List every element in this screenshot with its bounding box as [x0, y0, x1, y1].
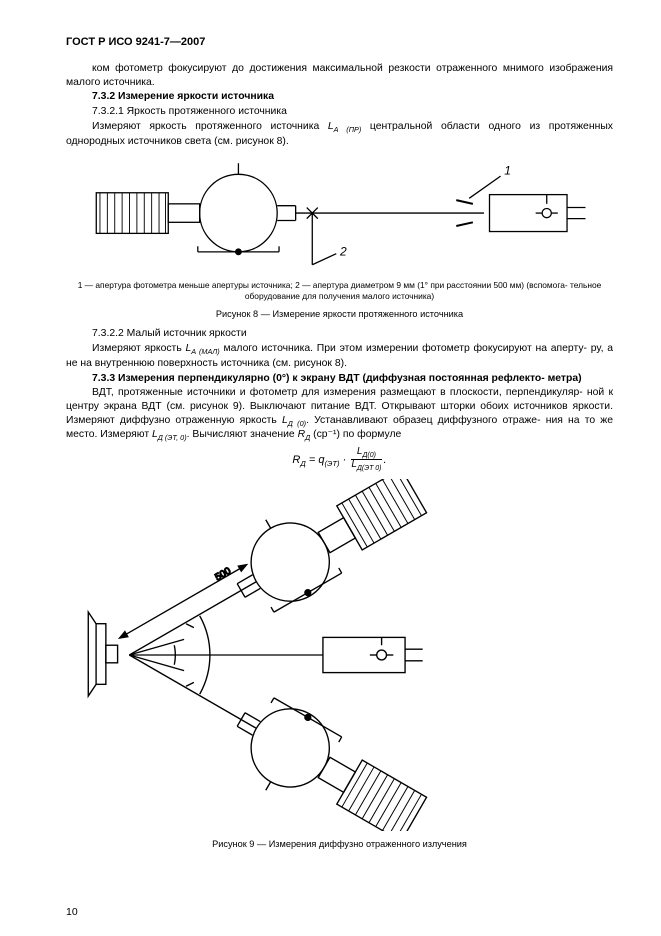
- fig8-label-1: 1: [504, 164, 511, 178]
- fig8-label-2: 2: [339, 245, 347, 259]
- heading-7-3-3: 7.3.3 Измерения перпендикулярно (0°) к э…: [66, 372, 613, 386]
- symbol-ldet0: LД (ЭТ, 0): [152, 429, 187, 440]
- symbol-la-mal: LА (МАЛ): [185, 343, 219, 354]
- figure-9-svg: 500: [66, 479, 486, 831]
- text-fragment: (ср⁻¹) по формуле: [310, 429, 401, 440]
- figure-8: 1 2: [66, 154, 613, 274]
- figure-8-svg: 1 2: [66, 154, 613, 274]
- doc-header: ГОСТ Р ИСО 9241-7—2007: [66, 36, 613, 48]
- heading-7-3-2-1: 7.3.2.1 Яркость протяженного источника: [66, 105, 613, 119]
- fig9-dim-label: 500: [213, 565, 233, 583]
- text-fragment: Измеряют яркость: [92, 343, 185, 354]
- para-7-3-3: ВДТ, протяженные источники и фотометр дл…: [66, 386, 613, 443]
- formula-rd: RД = q(ЭТ) · LД(0)LД(ЭТ 0).: [66, 447, 613, 473]
- figure-9: 500: [66, 479, 613, 831]
- page: ГОСТ Р ИСО 9241-7—2007 ком фотометр фоку…: [0, 0, 661, 936]
- figure-8-note: 1 — апертура фотометра меньше апертуры и…: [66, 280, 613, 301]
- para-7-3-2-1: Измеряют яркость протяженного источника …: [66, 120, 613, 148]
- symbol-rd: RД: [298, 429, 311, 440]
- page-number: 10: [66, 906, 78, 918]
- figure-8-caption: Рисунок 8 — Измерение яркости протяженно…: [66, 309, 613, 319]
- text-fragment: . Вычисляют значение: [187, 429, 298, 440]
- symbol-la-pr: LА (ПР): [328, 121, 361, 132]
- symbol-ld0: LД (0): [282, 415, 306, 426]
- figure-9-caption: Рисунок 9 — Измерения диффузно отраженно…: [66, 839, 613, 849]
- para-7-3-2-2: Измеряют яркость LА (МАЛ) малого источни…: [66, 342, 613, 370]
- heading-7-3-2-2: 7.3.2.2 Малый источник яркости: [66, 327, 613, 341]
- para-intro: ком фотометр фокусируют до достижения ма…: [66, 62, 613, 89]
- text-fragment: Измеряют яркость протяженного источника: [92, 121, 328, 132]
- heading-7-3-2: 7.3.2 Измерение яркости источника: [66, 90, 613, 104]
